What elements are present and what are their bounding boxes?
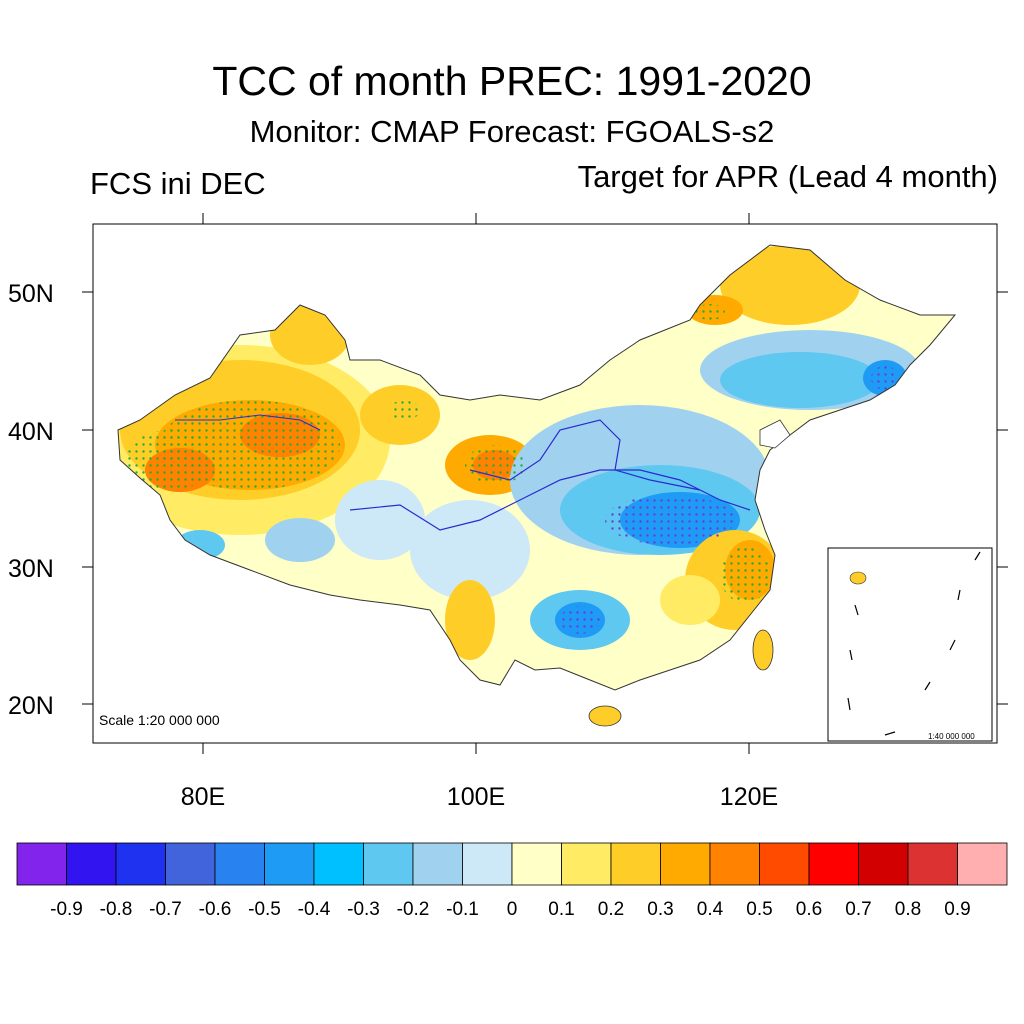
colorbar-label: 0.5 [746,899,772,920]
taiwan-island [752,629,774,671]
yellow-river [469,419,701,491]
lat-label-30n: 30N [8,555,54,583]
colorbar-label: 0.4 [697,899,724,920]
colorbar-swatch [66,842,117,886]
colorbar-swatch [957,842,1008,886]
colorbar-label: -0.2 [397,899,430,920]
colorbar-swatch [264,842,315,886]
lon-label-80e: 80E [181,783,225,811]
colorbar-swatch [907,842,958,886]
nine-dash-line [847,551,981,736]
colorbar-label: 0.6 [796,899,822,920]
colorbar-label: -0.3 [347,899,380,920]
colorbar-label: -0.7 [149,899,182,920]
bohai-sea [759,419,791,449]
tarim-river [175,414,321,431]
colorbar-label: -0.1 [446,899,479,920]
colorbar-label: -0.8 [100,899,133,920]
colorbar-label: 0.7 [845,899,871,920]
lat-label-40n: 40N [8,418,54,446]
colorbar-label: -0.5 [248,899,281,920]
lon-label-120e: 120E [720,783,778,811]
colorbar-label: -0.4 [298,899,331,920]
colorbar-swatch [214,842,265,886]
colorbar-label: -0.6 [199,899,232,920]
colorbar-label: 0.8 [895,899,921,920]
colorbar-swatch [660,842,711,886]
colorbar-swatch [858,842,909,886]
lat-label-20n: 20N [8,692,54,720]
colorbar: -0.9 -0.8 -0.7 -0.6 -0.5 -0.4 -0.3 -0.2 -0.1 0 0.1… [16,842,1008,920]
colorbar-label: -0.9 [50,899,83,920]
colorbar-swatch [709,842,760,886]
colorbar-swatch [808,842,859,886]
hainan-island [588,705,622,727]
colorbar-swatch [16,842,67,886]
colorbar-swatch [610,842,661,886]
colorbar-swatch [759,842,810,886]
lon-label-100e: 100E [447,783,505,811]
inset-hainan [849,571,867,585]
colorbar-label: 0.2 [598,899,624,920]
target-label: Target for APR (Lead 4 month) [577,159,998,194]
colorbar-label: 0.3 [647,899,673,920]
inset-scale-label: 1:40 000 000 [928,732,975,741]
axis-ticks [82,213,1008,754]
colorbar-swatch [511,842,562,886]
colorbar-swatch [313,842,364,886]
yangtze-river [349,469,751,531]
china-border [117,244,957,691]
lat-label-50n: 50N [8,280,54,308]
chart-subtitle: Monitor: CMAP Forecast: FGOALS-s2 [249,114,775,149]
colorbar-label: 0.1 [548,899,574,920]
colorbar-swatch [412,842,463,886]
colorbar-swatch [363,842,414,886]
colorbar-swatch [165,842,216,886]
colorbar-label: 0.9 [944,899,970,920]
colorbar-label: 0 [507,899,518,920]
colorbar-swatch [115,842,166,886]
scale-label: Scale 1:20 000 000 [99,712,220,728]
init-label: FCS ini DEC [90,166,266,201]
chart-title: TCC of month PREC: 1991-2020 [212,58,812,104]
colorbar-swatch [561,842,612,886]
colorbar-swatch [462,842,513,886]
